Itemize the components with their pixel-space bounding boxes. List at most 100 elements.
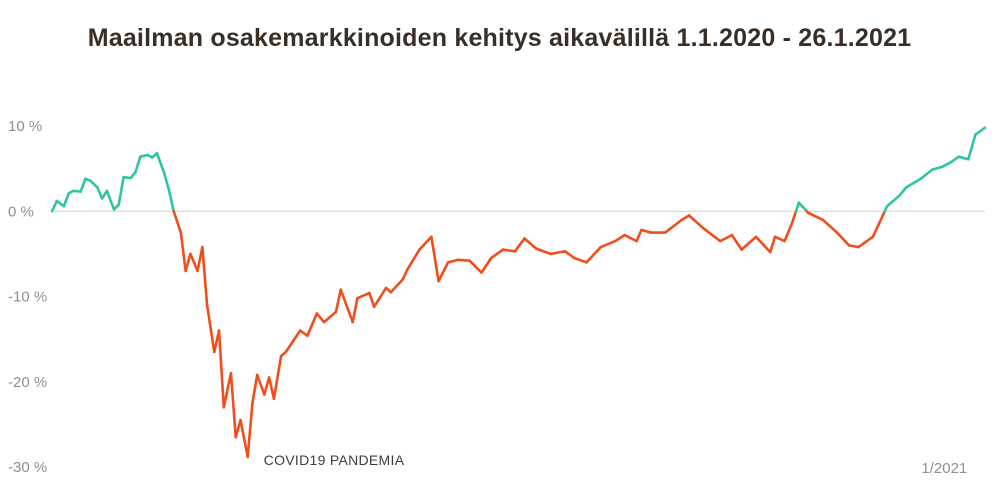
- series-segment-positive: [55, 199, 66, 208]
- series-segment-positive: [62, 192, 70, 208]
- series-segment-negative: [740, 235, 758, 251]
- series-segment-negative: [446, 258, 459, 264]
- series-segment-negative: [623, 233, 638, 243]
- series-segment-negative: [172, 209, 183, 234]
- series-segment-negative: [251, 373, 259, 405]
- series-segment-negative: [549, 250, 567, 256]
- y-tick-label: 0 %: [8, 203, 34, 220]
- series-segment-negative: [563, 250, 576, 260]
- series-segment-negative: [857, 235, 875, 249]
- series-segment-negative: [523, 237, 538, 251]
- series-segment-negative: [306, 312, 319, 338]
- series-segment-negative: [356, 291, 371, 300]
- series-segment-positive: [919, 168, 934, 181]
- series-segment-negative: [284, 329, 302, 354]
- series-segment-positive: [904, 177, 922, 189]
- series-segment-negative: [702, 227, 722, 243]
- series-segment-negative: [790, 209, 798, 226]
- series-segment-negative: [368, 291, 376, 309]
- series-segment-negative: [239, 418, 249, 459]
- series-segment-negative: [298, 329, 309, 338]
- series-segment-negative: [205, 303, 216, 354]
- series-segment-positive: [162, 171, 171, 192]
- series-segment-negative: [635, 228, 643, 243]
- series-segment-negative: [663, 218, 684, 234]
- series-segment-negative: [315, 312, 326, 324]
- series-segment-negative: [184, 252, 192, 273]
- series-segment-positive: [117, 175, 125, 206]
- series-segment-negative: [489, 248, 505, 260]
- series-segment-negative: [246, 401, 254, 459]
- series-segment-negative: [821, 218, 839, 234]
- series-segment-positive: [950, 155, 961, 164]
- series-segment-negative: [847, 244, 860, 249]
- series-segment-negative: [272, 354, 283, 401]
- series-segment-negative: [389, 278, 405, 294]
- series-segment-negative: [179, 231, 187, 273]
- series-segment-negative: [339, 288, 354, 324]
- series-segment-negative: [334, 288, 343, 314]
- y-axis-ticks: 10 % 0 % -10 % -20 % -30 %: [8, 118, 47, 476]
- series-segment-negative: [768, 235, 777, 254]
- series-segment-negative: [535, 247, 553, 256]
- series-segment-positive: [966, 133, 977, 161]
- x-axis-ticks: 1/2021: [921, 460, 967, 477]
- series-segment-positive: [155, 151, 166, 175]
- series-segment-positive: [50, 199, 59, 213]
- series-segment-positive: [885, 194, 901, 208]
- series-segment-negative: [718, 233, 734, 243]
- series-segment-positive: [88, 179, 99, 189]
- series-segment-positive: [940, 160, 953, 169]
- series-segment-negative: [217, 329, 226, 409]
- series-segment-negative: [456, 258, 471, 262]
- covid-annotation: COVID19 PANDEMIA: [264, 452, 405, 468]
- series-segment-negative: [573, 256, 588, 264]
- series-segment-positive: [794, 201, 801, 213]
- series-segment-negative: [189, 252, 199, 273]
- series-segment-positive: [96, 186, 104, 200]
- series-segment-negative: [613, 233, 626, 243]
- series-segment-negative: [501, 248, 517, 253]
- series-segment-negative: [640, 228, 653, 234]
- y-tick-label: -10 %: [8, 289, 47, 306]
- y-tick-label: -20 %: [8, 374, 47, 391]
- y-tick-label: -30 %: [8, 459, 47, 476]
- series-segment-negative: [754, 235, 772, 254]
- chart-title: Maailman osakemarkkinoiden kehitys aikav…: [87, 24, 912, 52]
- series-segment-negative: [201, 245, 209, 307]
- series-segment-negative: [730, 233, 743, 251]
- series-segment-negative: [773, 235, 786, 243]
- x-tick-label: 1/2021: [921, 460, 967, 477]
- series-segment-positive: [897, 186, 908, 198]
- series-segment-positive: [974, 126, 987, 136]
- series-segment-negative: [222, 371, 233, 409]
- series-segment-positive: [797, 201, 809, 213]
- series-line: [50, 126, 987, 459]
- series-segment-positive: [79, 177, 87, 193]
- series-segment-positive: [931, 165, 944, 171]
- series-segment-negative: [599, 239, 617, 249]
- series-segment-negative: [263, 376, 271, 396]
- series-segment-negative: [229, 371, 238, 439]
- series-segment-positive: [134, 155, 142, 174]
- series-segment-negative: [255, 373, 266, 396]
- series-segment-negative: [687, 214, 705, 230]
- series-segment-negative: [234, 418, 242, 439]
- series-segment-negative: [322, 310, 338, 324]
- series-segment-negative: [680, 214, 691, 222]
- series-segment-negative: [480, 256, 493, 274]
- y-tick-label: 10 %: [8, 118, 42, 135]
- series-segment-negative: [513, 237, 526, 253]
- series-segment-negative: [430, 235, 440, 283]
- series-segment-negative: [418, 235, 433, 251]
- series-segment-negative: [871, 209, 887, 239]
- series-segment-negative: [468, 259, 483, 274]
- series-segment-positive: [167, 188, 175, 213]
- series-segment-negative: [807, 211, 825, 222]
- series-segment-negative: [783, 222, 794, 243]
- series-segment-negative: [835, 231, 851, 247]
- series-segment-positive: [105, 189, 116, 211]
- series-segment-negative: [437, 261, 450, 283]
- series-segment-positive: [957, 155, 970, 161]
